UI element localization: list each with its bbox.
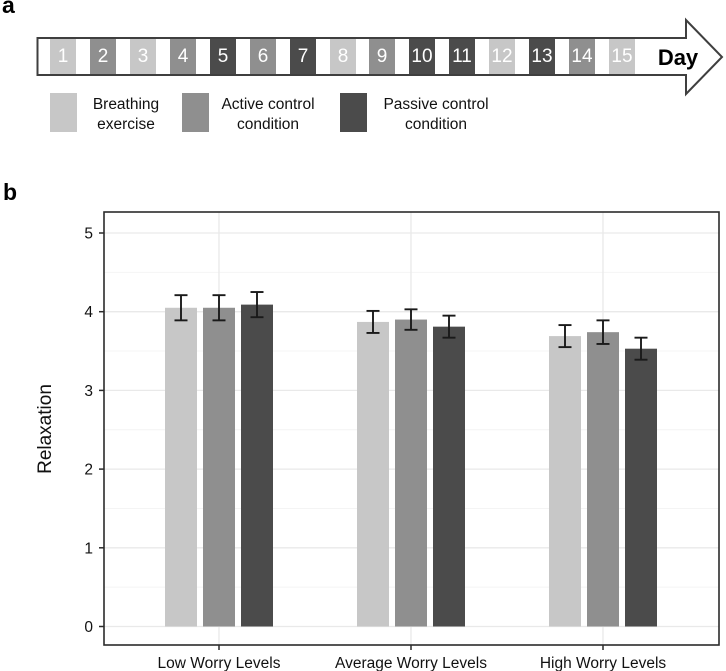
day-box-11: 11 [449, 39, 475, 74]
day-box-13: 13 [529, 39, 555, 74]
legend-swatch-passive [340, 93, 367, 132]
day-box-14: 14 [569, 39, 595, 74]
y-axis-title: Relaxation [35, 384, 56, 474]
day-box-5: 5 [210, 39, 236, 74]
day-box-9: 9 [369, 39, 395, 74]
x-category-label: Low Worry Levels [158, 655, 281, 671]
legend-label-passive: Passive control condition [383, 96, 489, 133]
bar-active-1 [395, 319, 427, 627]
bar-breathing-2 [549, 336, 581, 627]
day-box-4: 4 [170, 39, 196, 74]
bar-active-0 [203, 307, 235, 627]
day-box-8: 8 [330, 39, 356, 74]
panel-b-label: b [3, 179, 18, 205]
day-box-12: 12 [489, 39, 515, 74]
bar-passive-1 [433, 326, 465, 627]
y-tick-label: 1 [84, 540, 93, 557]
day-box-1: 1 [50, 39, 76, 74]
day-box-10: 10 [409, 39, 435, 74]
bar-breathing-1 [357, 321, 389, 627]
y-tick-label: 5 [84, 226, 93, 243]
legend-label-active: Active control condition [221, 96, 315, 133]
bar-passive-2 [625, 348, 657, 627]
bar-active-2 [587, 332, 619, 627]
y-tick-label: 4 [84, 304, 93, 321]
day-box-7: 7 [290, 39, 316, 74]
x-category-label: Average Worry Levels [335, 655, 487, 671]
panel-a-label: a [2, 0, 15, 18]
bar-breathing-0 [165, 307, 197, 627]
y-tick-label: 0 [84, 619, 93, 636]
y-tick-label: 3 [84, 383, 93, 400]
day-box-2: 2 [90, 39, 116, 74]
x-category-label: High Worry Levels [540, 655, 667, 671]
day-box-3: 3 [130, 39, 156, 74]
legend-label-breathing: Breathing exercise [92, 96, 160, 133]
timeline-arrow-label: Day [657, 45, 699, 70]
legend-swatch-breathing [50, 93, 77, 132]
y-tick-label: 2 [84, 462, 93, 479]
bar-passive-0 [241, 304, 273, 627]
day-box-15: 15 [609, 39, 635, 74]
legend-swatch-active [182, 93, 209, 132]
day-box-6: 6 [250, 39, 276, 74]
